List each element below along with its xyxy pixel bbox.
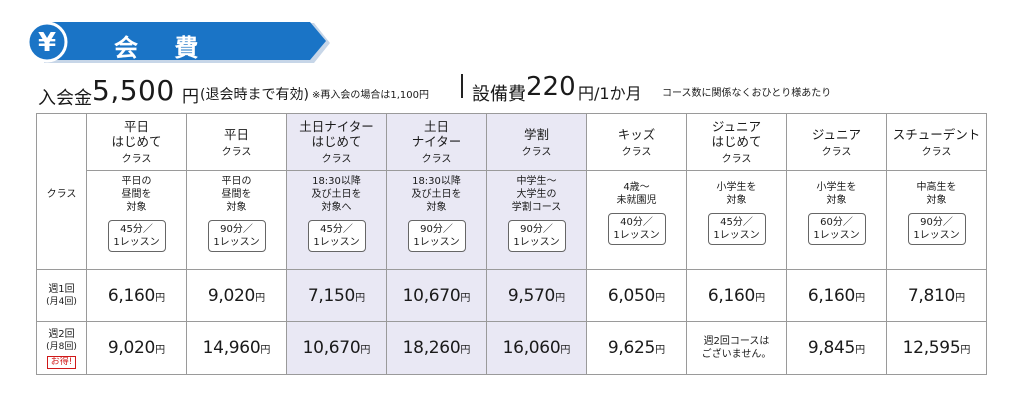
price-cell: 7,150円 — [286, 269, 387, 322]
yen-symbol: ¥ — [38, 28, 56, 58]
price-cell: 12,595円 — [886, 321, 987, 375]
row-label-week2: 週2回 (月8回) お得! — [36, 321, 87, 375]
price-cell: 7,810円 — [886, 269, 987, 322]
price-cell: 10,670円 — [286, 321, 387, 375]
price-cell: 9,845円 — [786, 321, 887, 375]
duration-badge: 90分／ 1レッスン — [407, 219, 466, 252]
row-label-class: クラス — [36, 113, 87, 270]
duration-badge: 60分／ 1レッスン — [807, 213, 866, 245]
unavailable-cell: 週2回コースは ございません。 — [686, 321, 787, 375]
equipment-fee-label: 設備費 — [472, 84, 526, 105]
price-cell: 6,160円 — [686, 269, 787, 322]
class-header: 土日 ナイター クラス — [386, 113, 487, 171]
weekly-twice-row: 週2回 (月8回) お得! 9,020円 14,960円 10,670円 18,26… — [36, 321, 987, 375]
equipment-fee-value: 220 — [526, 72, 576, 102]
price-cell: 9,020円 — [186, 269, 287, 322]
price-cell: 16,060円 — [486, 321, 587, 375]
price-cell: 14,960円 — [186, 321, 287, 375]
class-header: ジュニア はじめて クラス — [686, 113, 787, 171]
class-target-cell: 中学生～ 大学生の 学割コース 90分／ 1レッスン — [486, 170, 587, 270]
class-name-row: クラス 平日 はじめて クラス 平日 クラス 土日ナイター はじめて クラス 土日 ナイター… — [36, 113, 987, 270]
class-target-cell: 平日の 昼間を 対象 45分／ 1レッスン — [86, 170, 187, 270]
weekly-once-row: 週1回 (月4回) 6,160円 9,020円 7,150円 10,670円 9,… — [36, 269, 987, 322]
duration-badge: 90分／ 1レッスン — [207, 219, 266, 252]
class-target-cell: 小学生を 対象 60分／ 1レッスン — [786, 170, 887, 270]
duration-badge: 90分／ 1レッスン — [507, 219, 566, 252]
equipment-fee-note: コース数に関係なくおひとり様あたり — [662, 88, 832, 99]
entry-fee-unit: 円 — [182, 87, 199, 107]
class-header: 学割 クラス — [486, 113, 587, 171]
class-header: ジュニア クラス — [786, 113, 887, 171]
equipment-fee-unit: 円 — [578, 84, 595, 103]
class-header: キッズ クラス — [586, 113, 687, 171]
price-cell: 9,570円 — [486, 269, 587, 322]
row-label-week1: 週1回 (月4回) — [36, 269, 87, 322]
price-cell: 6,050円 — [586, 269, 687, 322]
price-cell: 6,160円 — [86, 269, 187, 322]
price-cell: 6,160円 — [786, 269, 887, 322]
fee-table: クラス 平日 はじめて クラス 平日 クラス 土日ナイター はじめて クラス 土日 ナイター… — [36, 113, 987, 375]
duration-badge: 40分／ 1レッスン — [607, 213, 666, 245]
class-target-cell: 平日の 昼間を 対象 90分／ 1レッスン — [186, 170, 287, 270]
entry-fee-label: 入会金 — [38, 88, 92, 109]
class-header: スチューデント クラス — [886, 113, 987, 171]
class-header: 平日 クラス — [186, 113, 287, 171]
yen-icon: ¥ — [24, 22, 72, 70]
class-description-row: 平日の 昼間を 対象 45分／ 1レッスン 平日の 昼間を 対象 90分／ 1レッスン 18:3… — [37, 170, 987, 270]
price-cell: 18,260円 — [386, 321, 487, 375]
price-cell: 10,670円 — [386, 269, 487, 322]
class-target-cell: 18:30以降 及び土日を 対象へ 45分／ 1レッスン — [286, 170, 387, 270]
divider — [461, 74, 463, 98]
entry-fee-note: (退会時まで有効) — [200, 87, 309, 103]
equipment-fee-period: /1か月 — [594, 84, 642, 103]
class-target-cell: 小学生を 対象 45分／ 1レッスン — [686, 170, 787, 270]
duration-badge: 45分／ 1レッスン — [107, 219, 166, 252]
price-cell: 9,020円 — [86, 321, 187, 375]
class-target-cell: 18:30以降 及び土日を 対象 90分／ 1レッスン — [386, 170, 487, 270]
readmission-note: ※再入会の場合は1,100円 — [312, 90, 430, 101]
duration-badge: 45分／ 1レッスン — [707, 213, 766, 245]
page-title: 会 費 — [114, 34, 213, 62]
duration-badge: 45分／ 1レッスン — [307, 219, 366, 252]
duration-badge: 90分／ 1レッスン — [907, 213, 966, 245]
class-header: 土日ナイター はじめて クラス — [286, 113, 387, 171]
entry-fee-value: 5,500 — [92, 74, 175, 107]
class-target-cell: 中高生を 対象 90分／ 1レッスン — [886, 170, 987, 270]
banner-background — [44, 22, 330, 63]
deal-badge: お得! — [46, 355, 77, 369]
class-target-cell: 4歳～ 未就園児 40分／ 1レッスン — [586, 170, 687, 270]
price-cell: 9,625円 — [586, 321, 687, 375]
class-header: 平日 はじめて クラス — [86, 113, 187, 171]
fee-summary: 入会金 5,500 円 (退会時まで有効) ※再入会の場合は1,100円 設備費… — [36, 72, 996, 109]
section-header: ¥ 会 費 — [24, 22, 330, 64]
